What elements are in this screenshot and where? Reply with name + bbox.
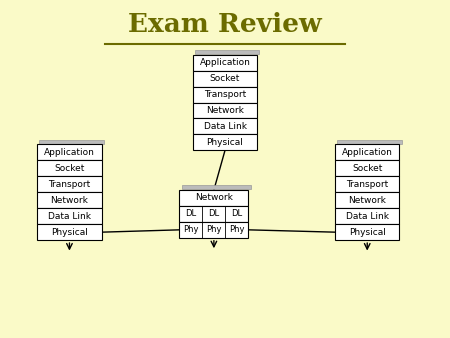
- Bar: [193, 87, 257, 102]
- Text: Physical: Physical: [349, 228, 386, 237]
- Bar: [335, 224, 400, 240]
- Bar: [37, 176, 102, 192]
- Bar: [193, 135, 257, 150]
- Bar: [193, 102, 257, 118]
- Bar: [193, 71, 257, 87]
- Text: Transport: Transport: [48, 180, 90, 189]
- Bar: [37, 160, 102, 176]
- Bar: [195, 50, 260, 54]
- Text: Exam Review: Exam Review: [128, 12, 322, 37]
- Text: Transport: Transport: [346, 180, 388, 189]
- Bar: [182, 185, 251, 189]
- Text: Socket: Socket: [352, 164, 382, 173]
- Bar: [335, 144, 400, 160]
- Bar: [37, 144, 102, 160]
- Text: DL: DL: [208, 209, 220, 218]
- Bar: [193, 55, 257, 71]
- Text: Network: Network: [195, 193, 233, 202]
- Bar: [180, 190, 248, 206]
- Text: Phy: Phy: [183, 225, 199, 234]
- Text: Phy: Phy: [206, 225, 222, 234]
- Bar: [335, 160, 400, 176]
- Bar: [37, 208, 102, 224]
- Text: Phy: Phy: [229, 225, 245, 234]
- Text: Transport: Transport: [204, 90, 246, 99]
- Bar: [335, 208, 400, 224]
- Text: Data Link: Data Link: [346, 212, 389, 221]
- Bar: [37, 224, 102, 240]
- Text: Application: Application: [44, 148, 95, 157]
- Text: Socket: Socket: [54, 164, 85, 173]
- Text: DL: DL: [231, 209, 243, 218]
- Text: Physical: Physical: [51, 228, 88, 237]
- Bar: [40, 140, 104, 144]
- Text: Application: Application: [342, 148, 393, 157]
- Bar: [193, 118, 257, 135]
- Text: Data Link: Data Link: [48, 212, 91, 221]
- Bar: [337, 140, 402, 144]
- Bar: [335, 176, 400, 192]
- Bar: [335, 192, 400, 208]
- Text: Data Link: Data Link: [203, 122, 247, 131]
- Text: Network: Network: [50, 196, 88, 205]
- Text: Socket: Socket: [210, 74, 240, 83]
- Bar: [180, 206, 248, 222]
- Text: Network: Network: [206, 106, 244, 115]
- Bar: [180, 222, 248, 238]
- Text: DL: DL: [185, 209, 197, 218]
- Text: Network: Network: [348, 196, 386, 205]
- Bar: [37, 192, 102, 208]
- Text: Application: Application: [199, 58, 251, 67]
- Text: Physical: Physical: [207, 138, 243, 147]
